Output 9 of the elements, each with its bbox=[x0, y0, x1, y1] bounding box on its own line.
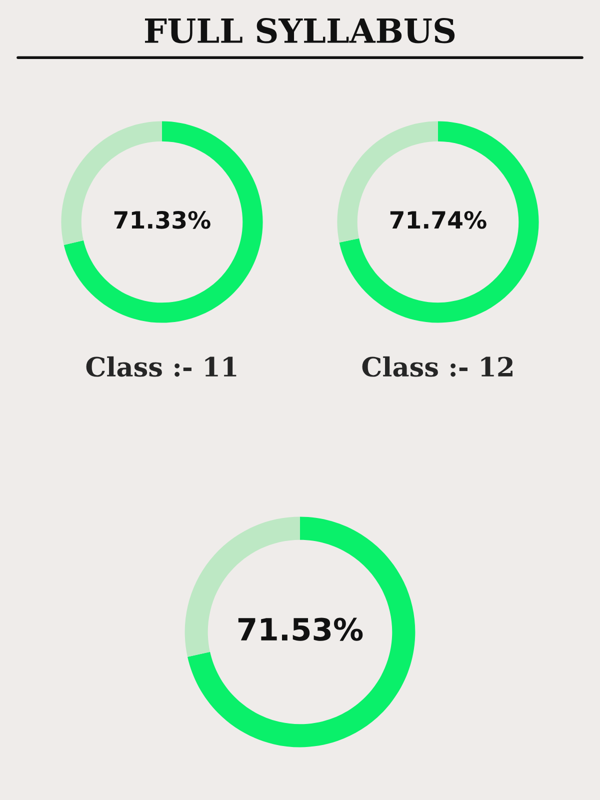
donut-slice bbox=[339, 121, 539, 323]
text: Class :- 12 bbox=[362, 356, 512, 377]
text: Class :- 11 bbox=[86, 356, 236, 377]
text: 71.74% bbox=[390, 210, 486, 229]
text: 71.33% bbox=[114, 210, 210, 229]
text: 71.53% bbox=[238, 618, 363, 641]
donut-slice bbox=[188, 516, 416, 748]
chart-title: FULL SYLLABUS bbox=[144, 18, 455, 44]
donut-slice bbox=[64, 121, 263, 323]
